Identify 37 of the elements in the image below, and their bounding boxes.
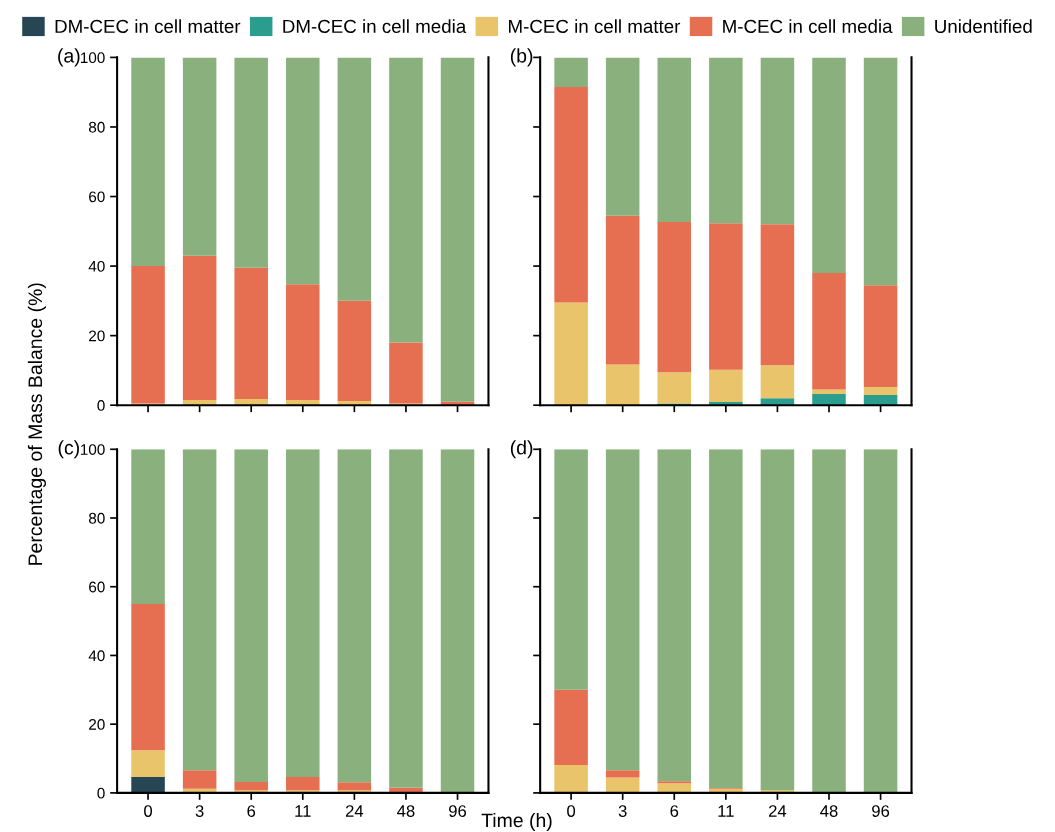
x-tick-label: 48 <box>820 805 838 817</box>
y-axis-title: Percentage of Mass Balance (%) <box>27 283 46 565</box>
x-tick-label: 11 <box>295 805 311 817</box>
x-tick-label: 6 <box>247 805 256 817</box>
x-tick-label: 96 <box>872 805 890 817</box>
legend-label: M-CEC in cell matter <box>509 19 681 33</box>
x-tick-label: 3 <box>618 805 627 817</box>
y-tick-label: 60 <box>89 581 105 593</box>
y-tick-label: 40 <box>88 260 105 272</box>
x-tick-label: 3 <box>195 805 204 817</box>
chart-title: (d) <box>510 440 533 459</box>
x-tick-label: 6 <box>670 805 679 817</box>
x-tick-label: 0 <box>144 805 153 817</box>
x-axis-title: Time (h) <box>481 812 552 832</box>
x-tick-label: 24 <box>345 805 364 817</box>
y-tick-label: 60 <box>89 191 105 203</box>
legend-label: M-CEC in cell media <box>723 19 893 33</box>
chart-title: (c) <box>58 440 79 459</box>
chart-title: (a) <box>58 48 80 67</box>
y-tick-label: 100 <box>80 444 105 455</box>
y-tick-label: 80 <box>88 512 105 524</box>
legend-label: DM-CEC in cell matter <box>55 19 241 33</box>
x-tick-label: 24 <box>768 805 787 817</box>
y-tick-label: 40 <box>88 650 105 662</box>
x-tick-label: 11 <box>718 805 734 817</box>
x-tick-label: 96 <box>449 805 467 817</box>
x-tick-label: 48 <box>397 805 415 817</box>
legend-label: Unidentified <box>935 19 1032 33</box>
y-tick-label: 80 <box>88 121 105 133</box>
y-tick-label: 20 <box>89 719 105 730</box>
legend-label: DM-CEC in cell media <box>283 19 467 33</box>
y-tick-label: 0 <box>97 787 105 799</box>
chart-title: (b) <box>510 48 533 67</box>
y-tick-label: 20 <box>89 330 105 342</box>
y-tick-label: 100 <box>80 52 105 64</box>
x-tick-label: 0 <box>567 805 576 817</box>
y-tick-label: 0 <box>97 400 105 411</box>
